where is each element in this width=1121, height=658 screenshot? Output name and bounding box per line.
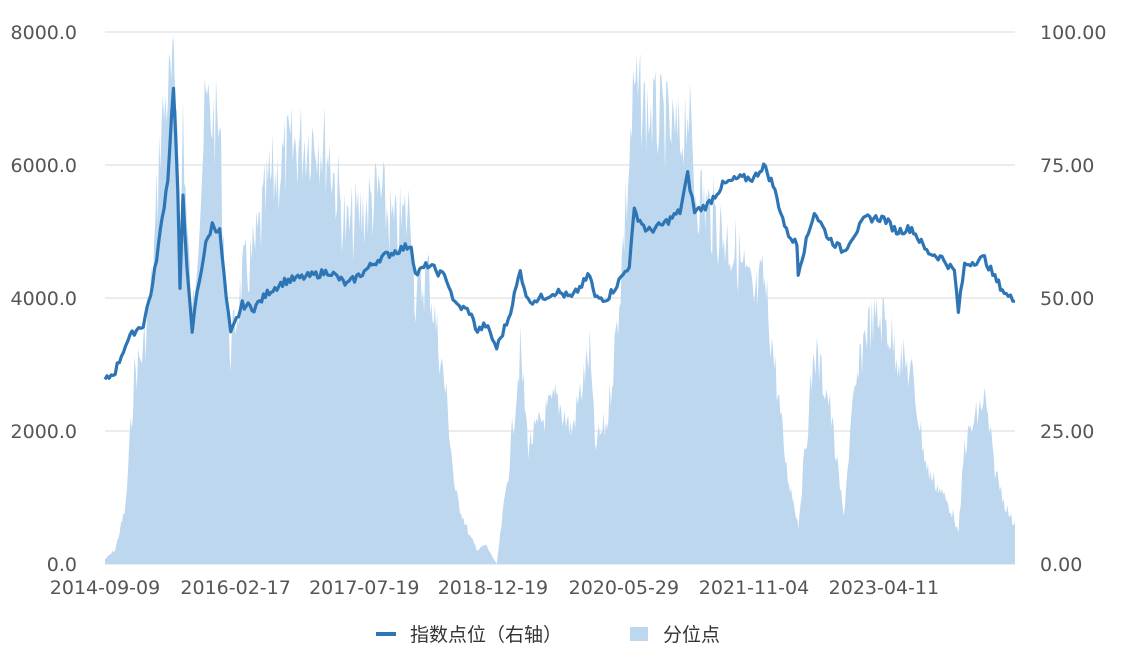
right-axis-tick-label: 50.00 [1040,288,1094,310]
x-axis-tick-label: 2021-11-04 [699,577,809,599]
x-axis-tick-label: 2018-12-19 [438,577,548,599]
left-axis: 0.0 2000.0 4000.0 6000.0 8000.0 [11,22,77,576]
left-axis-tick-label: 4000.0 [11,288,77,310]
right-axis-tick-label: 75.00 [1040,155,1094,177]
right-axis-tick-label: 25.00 [1040,421,1094,443]
line-series-layer [103,86,1016,381]
legend-label-line: 指数点位（右轴） [410,624,562,646]
line-series-index [103,86,1016,381]
x-axis-tick-label: 2014-09-09 [50,577,160,599]
x-axis-tick-label: 2017-07-19 [309,577,419,599]
right-axis-tick-label: 0.00 [1040,554,1082,576]
left-axis-tick-label: 6000.0 [11,155,77,177]
legend-area-swatch [630,627,648,641]
left-axis-tick-label: 2000.0 [11,421,77,443]
right-axis: 0.00 25.00 50.00 75.00 100.00 [1040,22,1106,576]
x-axis-tick-label: 2020-05-29 [569,577,679,599]
right-axis-tick-label: 100.00 [1040,22,1106,44]
x-axis: 2014-09-09 2016-02-17 2017-07-19 2018-12-19… [50,577,939,599]
area-series-percentile [105,36,1015,565]
legend: 指数点位（右轴） 分位点 [376,624,720,646]
legend-item-line: 指数点位（右轴） [376,624,562,646]
area-series-layer [105,36,1015,565]
x-axis-tick-label: 2023-04-11 [829,577,939,599]
legend-label-area: 分位点 [663,624,720,646]
left-axis-tick-label: 0.0 [47,554,77,576]
legend-line-swatch [376,632,396,636]
x-axis-tick-label: 2016-02-17 [180,577,290,599]
legend-item-area: 分位点 [630,624,720,646]
left-axis-tick-label: 8000.0 [11,22,77,44]
